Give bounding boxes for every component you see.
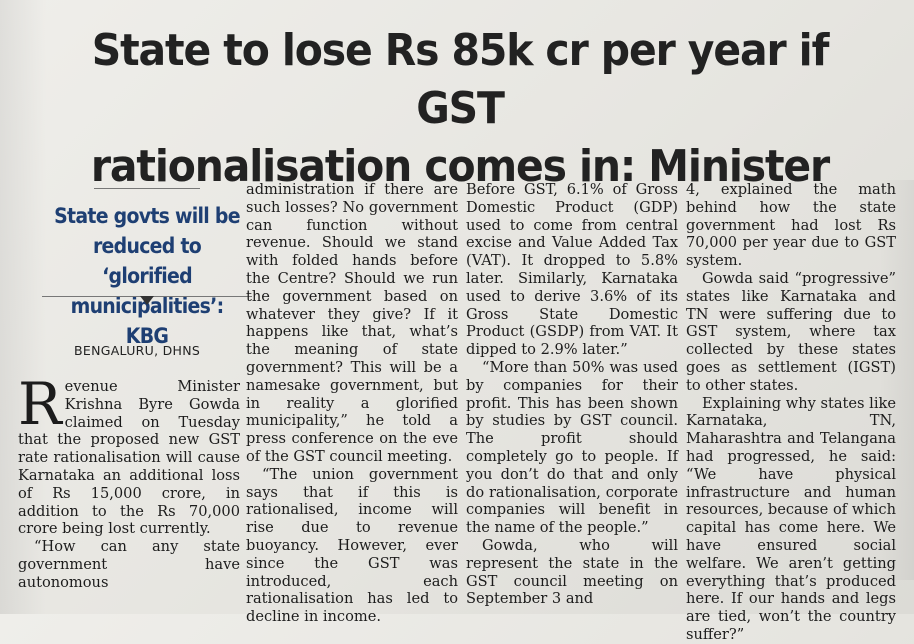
col1-paragraph-2: “How can any state government have auton…	[18, 538, 240, 591]
column-3: Before GST, 6.1% of Gross Domestic Produ…	[466, 181, 678, 608]
drop-cap: R	[18, 370, 62, 438]
subhead-bottom-rule	[42, 296, 252, 311]
subhead-top-rule	[94, 188, 200, 189]
col4-paragraph-2: Gowda said “progressive” states like Kar…	[686, 269, 896, 394]
col4-paragraph-3: Explaining why states like Karnataka, TN…	[686, 394, 896, 643]
subhead-box: State govts will be reduced to ‘glorifie…	[42, 188, 252, 388]
paper-edge-shadow	[0, 0, 46, 614]
headline-line-1: State to lose Rs 85k cr per year if GST	[91, 25, 830, 134]
col2-paragraph-1: administration if there are such losses?…	[246, 181, 458, 465]
column-2: administration if there are such losses?…	[246, 181, 458, 626]
down-triangle-icon	[140, 296, 154, 305]
dateline: BENGALURU, DHNS	[74, 343, 201, 358]
paper-edge-shadow-right	[880, 180, 914, 580]
column-4: 4, explained the math behind how the sta…	[686, 181, 896, 644]
col3-paragraph-3: Gowda, who will represent the state in t…	[466, 536, 678, 608]
subhead-line-2: reduced to ‘glorified	[92, 234, 202, 288]
col1-paragraph-1-text: evenue Minister Krishna Byre Gowda claim…	[18, 378, 240, 538]
subhead-line-1: State govts will be	[54, 204, 240, 228]
col4-paragraph-1: 4, explained the math behind how the sta…	[686, 181, 896, 270]
col3-paragraph-2: “More than 50% was used by companies for…	[466, 358, 678, 537]
subhead: State govts will be reduced to ‘glorifie…	[53, 201, 242, 351]
headline: State to lose Rs 85k cr per year if GST …	[51, 22, 869, 196]
col3-paragraph-1: Before GST, 6.1% of Gross Domestic Produ…	[466, 181, 678, 359]
col2-paragraph-2: “The union government says that if this …	[246, 465, 458, 626]
headline-line-2: rationalisation comes in: Minister	[90, 141, 830, 192]
